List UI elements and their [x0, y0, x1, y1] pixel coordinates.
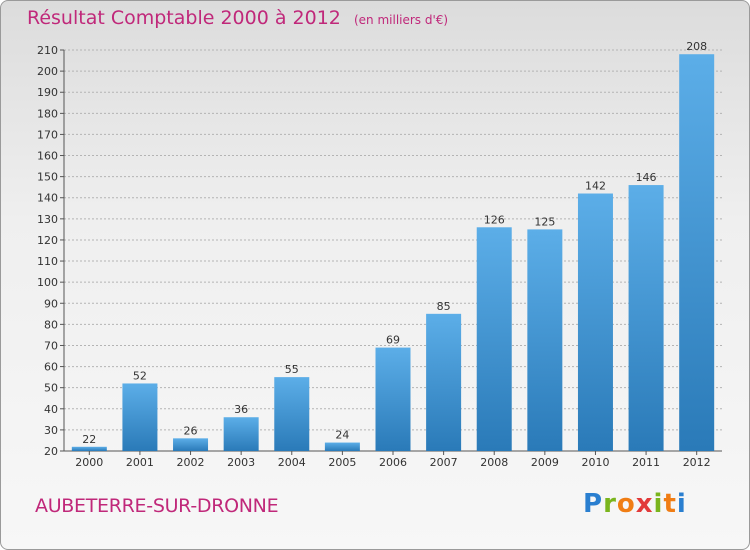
bar-2000 — [71, 446, 107, 451]
y-tick-label: 50 — [44, 382, 58, 395]
bar-value-label: 126 — [484, 213, 505, 226]
x-tick-label: 2012 — [683, 456, 711, 469]
x-tick-label: 2000 — [75, 456, 103, 469]
chart-title-unit: (en milliers d'€) — [353, 13, 449, 27]
y-tick-label: 190 — [37, 86, 58, 99]
y-tick-label: 140 — [37, 192, 58, 205]
bar-2010 — [577, 193, 613, 451]
bars — [71, 54, 715, 452]
bar-2004 — [274, 377, 310, 451]
logo-letter: i — [676, 489, 687, 519]
bar-value-label: 26 — [184, 424, 198, 437]
y-tick-label: 110 — [37, 255, 58, 268]
x-tick-label: 2008 — [480, 456, 508, 469]
bar-value-label: 24 — [335, 429, 349, 442]
logo-letter: P — [583, 489, 604, 519]
x-tick-label: 2010 — [581, 456, 609, 469]
bar-value-label: 69 — [386, 334, 400, 347]
bar-value-label: 52 — [133, 369, 147, 382]
chart-title-main: Résultat Comptable 2000 à 2012 — [27, 7, 341, 29]
y-tick-label: 90 — [44, 297, 58, 310]
logo-letter: x — [635, 489, 654, 519]
labels: 20 30 40 50 60 70 80 90 100 110 120 130 140 150 160 170… — [37, 40, 711, 469]
y-tick-label: 210 — [37, 44, 58, 57]
bar-value-label: 22 — [82, 433, 96, 446]
bar-2008 — [476, 227, 512, 451]
bar-2007 — [426, 313, 462, 451]
y-tick-label: 170 — [37, 128, 58, 141]
x-tick-label: 2001 — [126, 456, 154, 469]
y-tick-label: 180 — [37, 107, 58, 120]
y-tick-label: 30 — [44, 424, 58, 437]
bar-2003 — [223, 417, 259, 451]
bar-2012 — [679, 54, 715, 451]
bar-2009 — [527, 229, 563, 451]
x-tick-label: 2006 — [379, 456, 407, 469]
bar-2006 — [375, 347, 411, 451]
y-tick-label: 40 — [44, 403, 58, 416]
x-tick-label: 2009 — [531, 456, 559, 469]
y-tick-label: 130 — [37, 213, 58, 226]
x-tick-label: 2004 — [278, 456, 306, 469]
x-tick-label: 2007 — [430, 456, 458, 469]
x-tick-label: 2002 — [177, 456, 205, 469]
y-tick-label: 100 — [37, 276, 58, 289]
bar-2002 — [173, 438, 209, 451]
bar-value-label: 208 — [686, 40, 707, 53]
bar-2011 — [628, 185, 664, 452]
y-tick-label: 160 — [37, 150, 58, 163]
y-tick-label: 150 — [37, 171, 58, 184]
commune-name: AUBETERRE-SUR-DRONNE — [35, 495, 279, 517]
y-tick-label: 200 — [37, 65, 58, 78]
logo-letter: i — [653, 489, 664, 519]
y-tick-label: 120 — [37, 234, 58, 247]
chart-title: Résultat Comptable 2000 à 2012 (en milli… — [27, 7, 448, 29]
logo-letter: t — [663, 489, 677, 519]
x-tick-label: 2003 — [227, 456, 255, 469]
x-tick-label: 2005 — [328, 456, 356, 469]
bar-value-label: 142 — [585, 180, 606, 193]
bar-2001 — [122, 383, 158, 451]
bar-value-label: 85 — [437, 300, 451, 313]
y-tick-label: 80 — [44, 318, 58, 331]
y-tick-label: 20 — [44, 445, 58, 458]
x-tick-label: 2011 — [632, 456, 660, 469]
y-tick-label: 70 — [44, 339, 58, 352]
bar-2005 — [324, 442, 360, 451]
bar-value-label: 125 — [534, 215, 555, 228]
bar-value-label: 55 — [285, 363, 299, 376]
proxiti-logo: Proxiti — [583, 489, 687, 519]
bar-value-label: 146 — [636, 171, 657, 184]
logo-letter: o — [616, 489, 636, 519]
bar-value-label: 36 — [234, 403, 248, 416]
logo-letter: r — [603, 489, 617, 519]
y-tick-label: 60 — [44, 361, 58, 374]
